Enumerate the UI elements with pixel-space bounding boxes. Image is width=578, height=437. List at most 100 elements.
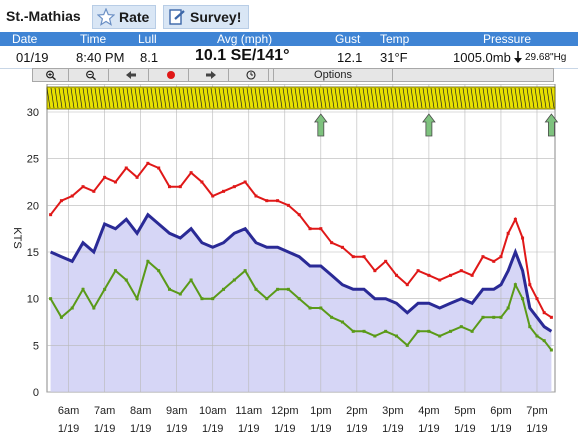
gust-point bbox=[157, 166, 161, 170]
lull-point bbox=[528, 325, 532, 329]
clock-button[interactable] bbox=[233, 69, 269, 81]
direction-band-hatch bbox=[542, 87, 547, 109]
x-tick-date: 1/19 bbox=[310, 423, 331, 435]
lull-point bbox=[243, 269, 247, 273]
gust-point bbox=[521, 236, 525, 240]
x-tick-label: 8am bbox=[130, 405, 151, 417]
direction-band-hatch bbox=[198, 87, 203, 109]
direction-band-hatch bbox=[454, 87, 459, 109]
direction-band-hatch bbox=[506, 87, 511, 109]
x-tick-label: 11am bbox=[235, 405, 262, 417]
lull-point bbox=[513, 283, 517, 287]
gust-point bbox=[449, 273, 453, 277]
gust-point bbox=[308, 227, 312, 231]
direction-band-hatch bbox=[366, 87, 371, 109]
direction-band-hatch bbox=[186, 87, 191, 109]
arrow-down-icon bbox=[514, 51, 522, 63]
gust-point bbox=[549, 315, 553, 319]
scroll-right-button[interactable] bbox=[193, 69, 229, 81]
gust-point bbox=[211, 194, 215, 198]
scroll-left-button[interactable] bbox=[113, 69, 149, 81]
lull-line bbox=[49, 259, 553, 351]
gust-point bbox=[459, 269, 463, 273]
gust-header: Gust bbox=[335, 32, 361, 46]
direction-band-hatch bbox=[310, 87, 315, 109]
lull-point bbox=[438, 334, 442, 338]
direction-band-hatch bbox=[410, 87, 415, 109]
direction-band-hatch bbox=[430, 87, 435, 109]
gust-point bbox=[438, 278, 442, 282]
direction-band-hatch bbox=[382, 87, 387, 109]
direction-band-hatch bbox=[278, 87, 283, 109]
lull-point bbox=[535, 334, 539, 338]
direction-band-hatch bbox=[354, 87, 359, 109]
direction-band-hatch bbox=[478, 87, 483, 109]
lull-point bbox=[135, 297, 139, 301]
y-tick-label: 30 bbox=[27, 107, 39, 119]
direction-band-hatch bbox=[346, 87, 351, 109]
station-name: St.-Mathias bbox=[6, 8, 81, 24]
direction-band-hatch bbox=[282, 87, 287, 109]
direction-band-hatch bbox=[486, 87, 491, 109]
zoom-in-button[interactable] bbox=[33, 69, 69, 81]
direction-band-hatch bbox=[522, 87, 527, 109]
direction-band-hatch bbox=[246, 87, 251, 109]
temp-header: Temp bbox=[380, 32, 410, 46]
date-value: 01/19 bbox=[16, 50, 49, 65]
gust-point bbox=[189, 171, 193, 175]
x-tick-label: 2pm bbox=[346, 405, 367, 417]
gust-point bbox=[135, 175, 139, 179]
zoom-in-icon bbox=[46, 70, 56, 80]
direction-band-hatch bbox=[70, 87, 75, 109]
gust-point bbox=[232, 185, 236, 189]
lull-point bbox=[49, 297, 53, 301]
direction-band-hatch bbox=[294, 87, 299, 109]
gust-point bbox=[416, 269, 420, 273]
gust-point bbox=[286, 203, 290, 207]
direction-band-hatch bbox=[118, 87, 123, 109]
time-value: 8:40 PM bbox=[76, 50, 125, 65]
record-button[interactable] bbox=[153, 69, 189, 81]
x-tick-date: 1/19 bbox=[274, 423, 295, 435]
direction-band-hatch bbox=[362, 87, 367, 109]
lull-point bbox=[492, 315, 496, 319]
lull-point bbox=[178, 292, 182, 296]
gust-point bbox=[427, 273, 431, 277]
direction-band-hatch bbox=[406, 87, 411, 109]
direction-band-hatch bbox=[306, 87, 311, 109]
lull-point bbox=[362, 329, 366, 333]
direction-band-hatch bbox=[414, 87, 419, 109]
gust-point bbox=[506, 231, 510, 235]
direction-band-hatch bbox=[298, 87, 303, 109]
gust-point bbox=[49, 213, 53, 217]
direction-band-hatch bbox=[326, 87, 331, 109]
gust-point bbox=[492, 259, 496, 263]
time-header: Time bbox=[80, 32, 107, 46]
direction-band-hatch bbox=[482, 87, 487, 109]
direction-band-hatch bbox=[546, 87, 551, 109]
lull-point bbox=[265, 297, 269, 301]
x-tick-label: 10am bbox=[199, 405, 227, 417]
lull-point bbox=[459, 325, 463, 329]
direction-band-hatch bbox=[82, 87, 87, 109]
gust-point bbox=[113, 180, 117, 184]
direction-band-hatch bbox=[86, 87, 91, 109]
lull-point bbox=[549, 348, 553, 352]
y-tick-label: 20 bbox=[27, 200, 39, 212]
y-tick-label: 25 bbox=[27, 154, 39, 166]
direction-band-hatch bbox=[290, 87, 295, 109]
direction-band-hatch bbox=[442, 87, 447, 109]
gust-point bbox=[542, 311, 546, 315]
direction-band-hatch bbox=[210, 87, 215, 109]
direction-band-hatch bbox=[550, 87, 555, 109]
options-button[interactable]: Options bbox=[273, 69, 393, 81]
rate-button[interactable]: Rate bbox=[92, 5, 156, 29]
direction-band-hatch bbox=[130, 87, 135, 109]
gust-point bbox=[499, 255, 503, 259]
survey-button[interactable]: Survey! bbox=[163, 5, 249, 29]
lull-point bbox=[330, 315, 334, 319]
gust-point bbox=[254, 194, 258, 198]
zoom-out-button[interactable] bbox=[73, 69, 109, 81]
direction-band-hatch bbox=[514, 87, 519, 109]
gust-point bbox=[384, 259, 388, 263]
